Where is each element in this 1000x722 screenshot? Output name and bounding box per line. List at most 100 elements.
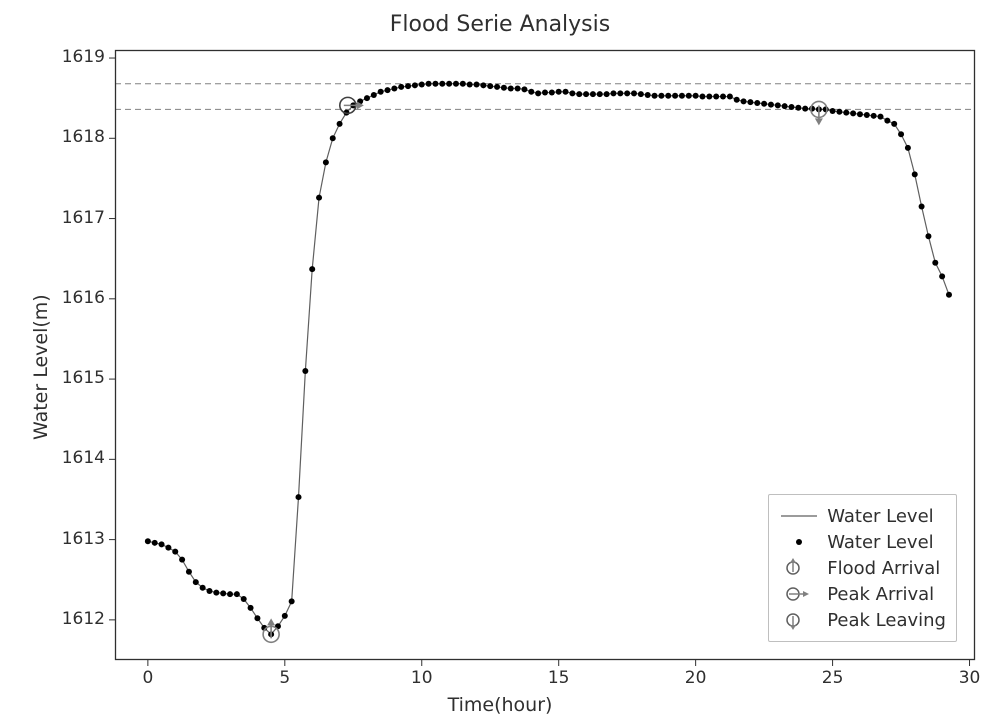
water-level-point bbox=[946, 292, 952, 298]
legend-up-arrow-icon bbox=[779, 558, 819, 578]
water-level-point bbox=[638, 91, 644, 97]
water-level-point bbox=[528, 89, 534, 95]
water-level-point bbox=[802, 106, 808, 112]
water-level-point bbox=[337, 121, 343, 127]
water-level-point bbox=[610, 90, 616, 96]
water-level-point bbox=[672, 93, 678, 99]
water-level-point bbox=[145, 538, 151, 544]
water-level-point bbox=[878, 114, 884, 120]
water-level-point bbox=[713, 94, 719, 100]
legend-label: Peak Leaving bbox=[827, 610, 946, 631]
water-level-point bbox=[234, 591, 240, 597]
water-level-point bbox=[439, 81, 445, 87]
water-level-point bbox=[693, 93, 699, 99]
water-level-point bbox=[857, 111, 863, 117]
water-level-point bbox=[419, 82, 425, 88]
water-level-point bbox=[467, 82, 473, 88]
legend-down-arrow-icon bbox=[779, 610, 819, 630]
legend-item: Water Level bbox=[779, 529, 946, 555]
water-level-point bbox=[747, 99, 753, 105]
y-tick-label: 1618 bbox=[62, 127, 105, 147]
water-level-point bbox=[241, 596, 247, 602]
water-level-point bbox=[289, 598, 295, 604]
water-level-point bbox=[645, 92, 651, 98]
water-level-point bbox=[754, 100, 760, 106]
figure: Flood Serie Analysis Water Level(m) Time… bbox=[0, 0, 1000, 722]
legend: Water Level Water Level Flood Arrival Peak … bbox=[768, 494, 957, 642]
water-level-point bbox=[925, 233, 931, 239]
water-level-point bbox=[665, 93, 671, 99]
legend-label: Water Level bbox=[827, 532, 933, 553]
water-level-point bbox=[549, 90, 555, 96]
water-level-point bbox=[323, 159, 329, 165]
x-tick-label: 0 bbox=[128, 668, 168, 688]
legend-swatch bbox=[779, 610, 819, 630]
water-level-point bbox=[474, 82, 480, 88]
water-level-point bbox=[658, 93, 664, 99]
x-tick-label: 25 bbox=[813, 668, 853, 688]
water-level-point bbox=[823, 106, 829, 112]
water-level-point bbox=[864, 112, 870, 118]
water-level-point bbox=[371, 92, 377, 98]
water-level-point bbox=[309, 266, 315, 272]
water-level-point bbox=[576, 91, 582, 97]
water-level-point bbox=[487, 83, 493, 89]
water-level-point bbox=[836, 109, 842, 115]
water-level-point bbox=[535, 90, 541, 96]
water-level-point bbox=[720, 94, 726, 100]
water-level-point bbox=[213, 590, 219, 596]
water-level-point bbox=[515, 86, 521, 92]
x-tick-label: 30 bbox=[950, 668, 990, 688]
water-level-point bbox=[850, 110, 856, 116]
legend-dot-icon bbox=[779, 532, 819, 552]
water-level-point bbox=[316, 195, 322, 201]
water-level-point bbox=[501, 85, 507, 91]
water-level-point bbox=[227, 591, 233, 597]
legend-item: Water Level bbox=[779, 503, 946, 529]
water-level-point bbox=[768, 102, 774, 108]
water-level-point bbox=[905, 145, 911, 151]
water-level-point bbox=[569, 90, 575, 96]
water-level-point bbox=[795, 105, 801, 111]
water-level-point bbox=[220, 590, 226, 596]
water-level-point bbox=[494, 84, 500, 90]
water-level-point bbox=[617, 90, 623, 96]
water-level-point bbox=[165, 545, 171, 551]
x-tick-label: 15 bbox=[539, 668, 579, 688]
water-level-point bbox=[200, 585, 206, 591]
x-tick-label: 5 bbox=[265, 668, 305, 688]
water-level-point bbox=[186, 569, 192, 575]
y-tick-label: 1615 bbox=[62, 368, 105, 388]
legend-label: Water Level bbox=[827, 506, 933, 527]
water-level-point bbox=[891, 121, 897, 127]
legend-item: Peak Leaving bbox=[779, 607, 946, 633]
water-level-point bbox=[699, 94, 705, 100]
water-level-point bbox=[248, 605, 254, 611]
water-level-point bbox=[556, 89, 562, 95]
water-level-point bbox=[830, 108, 836, 114]
water-level-point bbox=[179, 557, 185, 563]
water-level-point bbox=[398, 84, 404, 90]
water-level-point bbox=[843, 110, 849, 116]
plot-area: Water Level Water Level Flood Arrival Peak … bbox=[115, 50, 975, 660]
y-tick-label: 1617 bbox=[62, 208, 105, 228]
water-level-point bbox=[254, 615, 260, 621]
water-level-point bbox=[604, 91, 610, 97]
y-tick-label: 1614 bbox=[62, 448, 105, 468]
water-level-point bbox=[741, 98, 747, 104]
water-level-point bbox=[206, 588, 212, 594]
water-level-point bbox=[563, 89, 569, 95]
water-level-point bbox=[919, 204, 925, 210]
water-level-point bbox=[508, 86, 514, 92]
water-level-point bbox=[446, 81, 452, 87]
water-level-point bbox=[453, 81, 459, 87]
water-level-point bbox=[364, 95, 370, 101]
legend-swatch bbox=[779, 506, 819, 526]
legend-swatch bbox=[779, 532, 819, 552]
water-level-point bbox=[282, 613, 288, 619]
legend-label: Flood Arrival bbox=[827, 558, 940, 579]
legend-item: Flood Arrival bbox=[779, 555, 946, 581]
chart-title: Flood Serie Analysis bbox=[0, 12, 1000, 37]
water-level-point bbox=[939, 273, 945, 279]
water-level-point bbox=[152, 540, 158, 546]
